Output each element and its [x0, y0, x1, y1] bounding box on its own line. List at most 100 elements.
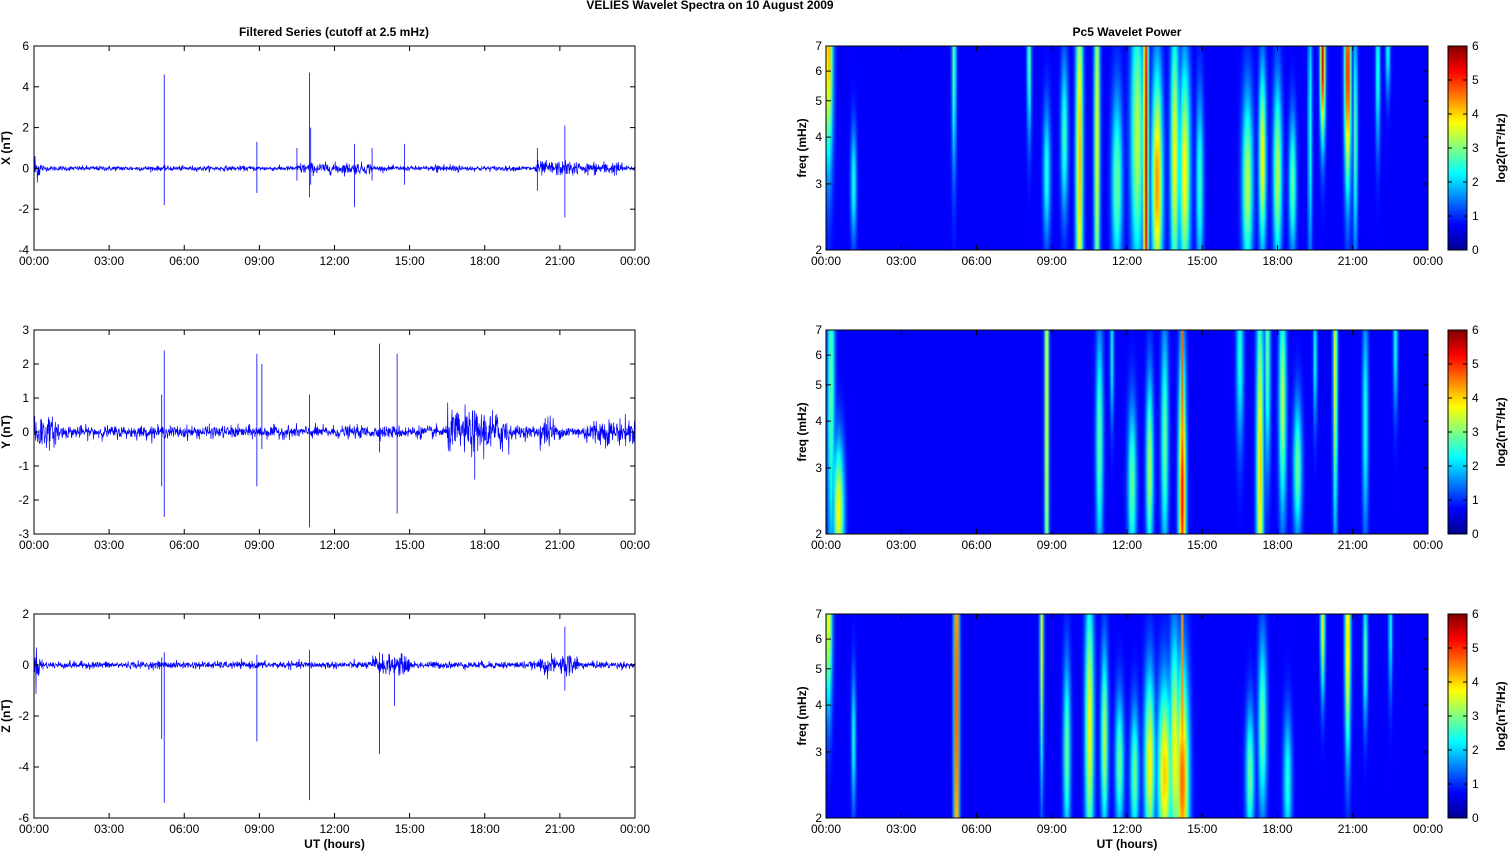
wavelet-xtick-label: 12:00 — [1112, 822, 1142, 836]
wavelet-xtick-label: 15:00 — [1187, 538, 1217, 552]
colorbar-tick-label: 2 — [1472, 743, 1479, 757]
colorbar-tick-label: 0 — [1472, 811, 1479, 825]
colorbar-tick-label: 3 — [1472, 425, 1479, 439]
colorbar-tick-label: 5 — [1472, 641, 1479, 655]
wavelet-xtick-label: 09:00 — [1037, 822, 1067, 836]
wavelet-xtick-label: 00:00 — [811, 538, 841, 552]
wavelet-ytick-label: 7 — [815, 39, 822, 53]
series-line — [33, 402, 636, 460]
colorbar-tick-label: 6 — [1472, 39, 1479, 53]
series-ytick-label: 4 — [22, 80, 29, 94]
panels: -4 -2 0 2 4 6 X (nT) 00:00 03:00 06:00 09:00 12:00 1… — [0, 39, 1508, 851]
series-line — [33, 156, 636, 183]
colorbar-tick-label: 0 — [1472, 527, 1479, 541]
colorbar-tick-label: 1 — [1472, 493, 1479, 507]
wavelet-ytick-label: 6 — [815, 348, 822, 362]
wavelet-xlabel: UT (hours) — [1097, 837, 1158, 851]
wavelet-ytick-label: 7 — [815, 607, 822, 621]
series-xtick-label: 18:00 — [470, 254, 500, 268]
colorbar-label: log2(nT²/Hz) — [1494, 113, 1508, 182]
wavelet-xtick-label: 03:00 — [886, 254, 916, 268]
series-ytick-label: -2 — [18, 493, 29, 507]
wavelet-heatmap — [826, 614, 1428, 818]
series-ytick-label: 2 — [22, 607, 29, 621]
colorbar-tick-label: 6 — [1472, 323, 1479, 337]
series-xtick-label: 15:00 — [395, 254, 425, 268]
series-xtick-label: 00:00 — [620, 822, 650, 836]
colorbar-tick-label: 1 — [1472, 777, 1479, 791]
series-ytick-label: -2 — [18, 709, 29, 723]
wavelet-ytick-label: 5 — [815, 662, 822, 676]
wavelet-xtick-label: 15:00 — [1187, 822, 1217, 836]
wavelet-xtick-label: 18:00 — [1262, 822, 1292, 836]
wavelet-ytick-label: 4 — [815, 130, 822, 144]
series-xtick-label: 00:00 — [19, 538, 49, 552]
series-xtick-label: 15:00 — [395, 822, 425, 836]
series-ytick-label: -4 — [18, 243, 29, 257]
wavelet-ylabel: freq (mHz) — [795, 118, 809, 177]
wavelet-panel-1: 2 3 4 5 6 7 freq (mHz) 00:00 03:00 06:00 09:00 12:0… — [795, 39, 1508, 268]
colorbar-label: log2(nT²/Hz) — [1494, 397, 1508, 466]
series-ytick-label: 6 — [22, 39, 29, 53]
wavelet-xtick-label: 00:00 — [1413, 538, 1443, 552]
series-xtick-label: 21:00 — [545, 538, 575, 552]
wavelet-xtick-label: 00:00 — [811, 822, 841, 836]
wavelet-ytick-label: 2 — [815, 811, 822, 825]
wavelet-heatmap — [826, 46, 1428, 250]
colorbar-tick-label: 0 — [1472, 243, 1479, 257]
series-xtick-label: 09:00 — [244, 254, 274, 268]
wavelet-xtick-label: 03:00 — [886, 538, 916, 552]
series-xtick-label: 18:00 — [470, 822, 500, 836]
series-xtick-label: 12:00 — [319, 538, 349, 552]
series-xtick-label: 00:00 — [19, 254, 49, 268]
series-panel-2: -3 -2 -1 0 1 2 3 Y (nT) 00:00 03:00 06:00 09:00 12:0… — [0, 323, 650, 552]
series-ytick-label: 2 — [22, 121, 29, 135]
series-ytick-label: -1 — [18, 459, 29, 473]
series-ytick-label: -2 — [18, 202, 29, 216]
wavelet-xtick-label: 21:00 — [1338, 822, 1368, 836]
series-ytick-label: 0 — [22, 425, 29, 439]
colorbar-tick-label: 5 — [1472, 73, 1479, 87]
wavelet-ylabel: freq (mHz) — [795, 686, 809, 745]
wavelet-ytick-label: 3 — [815, 177, 822, 191]
wavelet-ytick-label: 5 — [815, 94, 822, 108]
wavelet-ytick-label: 7 — [815, 323, 822, 337]
wavelet-xtick-label: 03:00 — [886, 822, 916, 836]
colorbar-tick-label: 2 — [1472, 175, 1479, 189]
wavelet-xtick-label: 00:00 — [1413, 822, 1443, 836]
wavelet-xtick-label: 12:00 — [1112, 254, 1142, 268]
left-column-title: Filtered Series (cutoff at 2.5 mHz) — [239, 25, 429, 39]
colorbar-tick-label: 6 — [1472, 607, 1479, 621]
series-ytick-label: 0 — [22, 658, 29, 672]
series-xtick-label: 00:00 — [620, 538, 650, 552]
series-ylabel: Z (nT) — [0, 699, 13, 732]
series-xtick-label: 03:00 — [94, 538, 124, 552]
wavelet-ytick-label: 6 — [815, 632, 822, 646]
series-xtick-label: 12:00 — [319, 822, 349, 836]
series-xtick-label: 06:00 — [169, 538, 199, 552]
series-xtick-label: 15:00 — [395, 538, 425, 552]
series-xtick-label: 03:00 — [94, 254, 124, 268]
wavelet-panel-2: 2 3 4 5 6 7 freq (mHz) 00:00 03:00 06:00 09:00 12:0… — [795, 323, 1508, 552]
wavelet-ytick-label: 3 — [815, 745, 822, 759]
wavelet-xtick-label: 06:00 — [961, 254, 991, 268]
series-ytick-label: -4 — [18, 760, 29, 774]
colorbar-tick-label: 4 — [1472, 391, 1479, 405]
wavelet-xtick-label: 00:00 — [1413, 254, 1443, 268]
series-xtick-label: 06:00 — [169, 822, 199, 836]
colorbar-label: log2(nT²/Hz) — [1494, 681, 1508, 750]
colorbar-tick-label: 4 — [1472, 675, 1479, 689]
wavelet-xtick-label: 09:00 — [1037, 538, 1067, 552]
wavelet-xtick-label: 18:00 — [1262, 538, 1292, 552]
wavelet-xtick-label: 00:00 — [811, 254, 841, 268]
series-xlabel: UT (hours) — [304, 837, 365, 851]
series-ylabel: X (nT) — [0, 131, 13, 165]
colorbar-tick-label: 1 — [1472, 209, 1479, 223]
wavelet-ytick-label: 5 — [815, 378, 822, 392]
wavelet-xtick-label: 06:00 — [961, 822, 991, 836]
colorbar-tick-label: 4 — [1472, 107, 1479, 121]
wavelet-ytick-label: 2 — [815, 243, 822, 257]
series-xtick-label: 21:00 — [545, 822, 575, 836]
wavelet-xtick-label: 21:00 — [1338, 538, 1368, 552]
